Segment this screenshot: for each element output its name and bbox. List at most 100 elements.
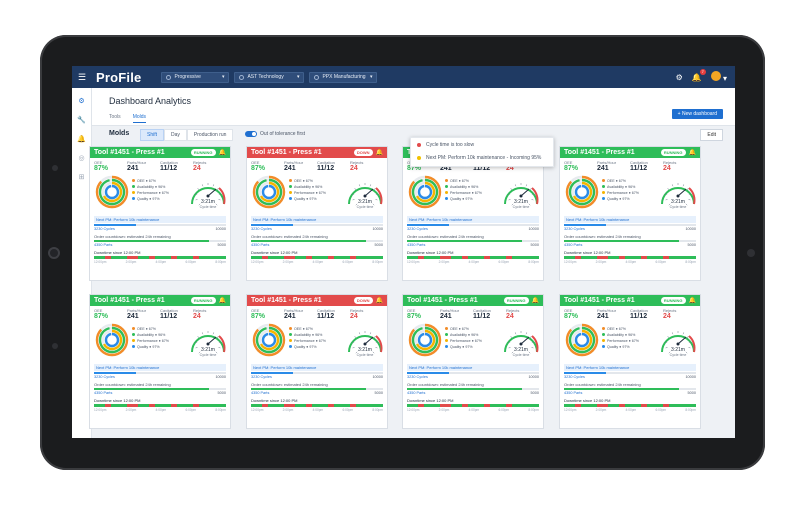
chevron-down-icon: ▾ bbox=[221, 74, 225, 80]
bell-icon[interactable]: 🔔 7 bbox=[691, 68, 706, 82]
bell-icon[interactable]: 🔔 bbox=[375, 298, 383, 304]
alert-dot-icon bbox=[417, 155, 421, 160]
downtime-segment bbox=[652, 404, 658, 407]
mold-card[interactable]: Tool #1451 - Press #1 DOWN 🔔 OEE 87% Part… bbox=[246, 294, 388, 429]
downtime-segment bbox=[517, 256, 523, 259]
kpi-label: Parts/Hour bbox=[127, 160, 147, 165]
card-charts: OEE ● 67% Availability ● 96% Performance ●… bbox=[560, 172, 700, 216]
rejects-value: 24 bbox=[663, 313, 671, 320]
gear-icon[interactable]: ⚙ bbox=[78, 98, 85, 105]
rejects-value: 24 bbox=[663, 165, 671, 172]
settings-icon[interactable]: ⚙ bbox=[675, 72, 683, 82]
edit-button[interactable]: Edit bbox=[700, 129, 723, 141]
alert-text: Next PM: Perform 10k maintenance - Incom… bbox=[426, 154, 542, 161]
line-select[interactable]: PPX Manufacturing ▾ bbox=[309, 71, 378, 83]
kpi-label: Rejects bbox=[350, 308, 364, 313]
new-dashboard-button[interactable]: + New dashboard bbox=[671, 109, 723, 119]
downtime-segment bbox=[495, 404, 501, 407]
legend-item: OEE ● 67% bbox=[289, 326, 326, 332]
downtime-segment bbox=[564, 256, 570, 259]
segment-day[interactable]: Day bbox=[164, 129, 187, 141]
cycle-time-value: 3:21m bbox=[358, 347, 372, 353]
segment-production-run[interactable]: Production run bbox=[186, 129, 234, 141]
downtime-segment bbox=[451, 256, 457, 259]
status-badge: RUNNING bbox=[660, 297, 686, 304]
hierarchy-icon[interactable]: ⊞ bbox=[78, 174, 85, 181]
bell-icon[interactable]: 🔔 bbox=[531, 298, 539, 304]
order-progress-bar bbox=[94, 388, 226, 390]
downtime-timeline bbox=[564, 256, 696, 259]
pm-progress-bar bbox=[94, 224, 226, 226]
brand-logo[interactable]: ProFile bbox=[96, 69, 142, 85]
target-icon[interactable]: ◎ bbox=[78, 155, 85, 162]
downtime-segment bbox=[344, 404, 350, 407]
timeline-tick: 12:00pm bbox=[564, 408, 577, 412]
status-badge: RUNNING bbox=[190, 149, 216, 156]
downtime-segment bbox=[105, 256, 111, 259]
downtime-segment bbox=[138, 256, 144, 259]
legend-dot-icon bbox=[602, 179, 605, 182]
pm-cycles: 3230 Cycles bbox=[564, 375, 585, 379]
downtime-segment bbox=[209, 404, 215, 407]
app-screen: ☰ ProFile Progressive ▾ AST Technology ▾… bbox=[72, 66, 735, 438]
bell-icon[interactable]: 🔔 bbox=[77, 136, 86, 143]
downtime-segment bbox=[608, 404, 614, 407]
legend-dot-icon bbox=[445, 179, 448, 182]
downtime-segment bbox=[690, 256, 696, 259]
downtime-segment bbox=[176, 404, 182, 407]
tab-tools[interactable]: Tools bbox=[109, 114, 121, 120]
out-of-tolerance-toggle[interactable] bbox=[245, 131, 257, 137]
legend-item: OEE ● 67% bbox=[602, 178, 639, 184]
bell-icon[interactable]: 🔔 bbox=[375, 150, 383, 156]
segment-shift[interactable]: Shift bbox=[140, 129, 165, 141]
alert-item[interactable]: Cycle time is too slow bbox=[411, 138, 553, 151]
downtime-segment bbox=[344, 256, 350, 259]
home-button[interactable] bbox=[48, 247, 60, 259]
user-menu[interactable]: ▾ bbox=[710, 71, 727, 83]
downtime-segment bbox=[160, 404, 166, 407]
downtime-timeline bbox=[564, 404, 696, 407]
timeline-ticks: 12:00pm 2:00pm 4:00pm 6:00pm 8:00pm bbox=[94, 408, 226, 412]
bell-icon[interactable]: 🔔 bbox=[218, 298, 226, 304]
rejects-value: 24 bbox=[350, 313, 358, 320]
mold-card[interactable]: Tool #1451 - Press #1 DOWN 🔔 OEE 87% Part… bbox=[246, 146, 388, 281]
order-title: Order countdown: estimated 24h remaining bbox=[564, 382, 641, 387]
downtime-segment bbox=[149, 256, 155, 259]
downtime-segment bbox=[506, 256, 512, 259]
legend-item: Performance ● 67% bbox=[445, 190, 482, 196]
pm-title: Next PM: Perform 10k maintenance bbox=[407, 364, 539, 371]
oee-value: 87% bbox=[94, 313, 109, 320]
legend-dot-icon bbox=[132, 345, 135, 348]
bell-icon[interactable]: 🔔 bbox=[688, 150, 696, 156]
pm-progress-fill bbox=[251, 372, 294, 374]
plant-select[interactable]: AST Technology ▾ bbox=[234, 71, 305, 83]
company-select[interactable]: Progressive ▾ bbox=[161, 71, 230, 83]
legend-dot-icon bbox=[289, 191, 292, 194]
pm-cycles: 3230 Cycles bbox=[564, 227, 585, 231]
kpi-label: Cavitation bbox=[473, 308, 491, 313]
order-progress-bar bbox=[251, 240, 383, 242]
cavitation-value: 11/12 bbox=[473, 313, 491, 320]
order-title: Order countdown: estimated 24h remaining bbox=[94, 234, 171, 239]
kpi-label: OEE bbox=[407, 308, 416, 313]
kpi-label: Cavitation bbox=[630, 160, 648, 165]
alert-item[interactable]: Next PM: Perform 10k maintenance - Incom… bbox=[411, 151, 553, 164]
legend-dot-icon bbox=[132, 339, 135, 342]
tab-molds[interactable]: Molds bbox=[132, 114, 147, 123]
downtime-segment bbox=[685, 404, 691, 407]
section-title: Molds bbox=[109, 130, 130, 137]
bell-icon[interactable]: 🔔 bbox=[688, 298, 696, 304]
top-bar: ☰ ProFile Progressive ▾ AST Technology ▾… bbox=[72, 66, 735, 88]
wrench-icon[interactable]: 🔧 bbox=[77, 117, 86, 124]
legend-item: Performance ● 67% bbox=[132, 190, 169, 196]
legend-dot-icon bbox=[602, 345, 605, 348]
menu-icon[interactable]: ☰ bbox=[77, 71, 87, 82]
downtime-segment bbox=[533, 404, 539, 407]
bell-icon[interactable]: 🔔 bbox=[218, 150, 226, 156]
